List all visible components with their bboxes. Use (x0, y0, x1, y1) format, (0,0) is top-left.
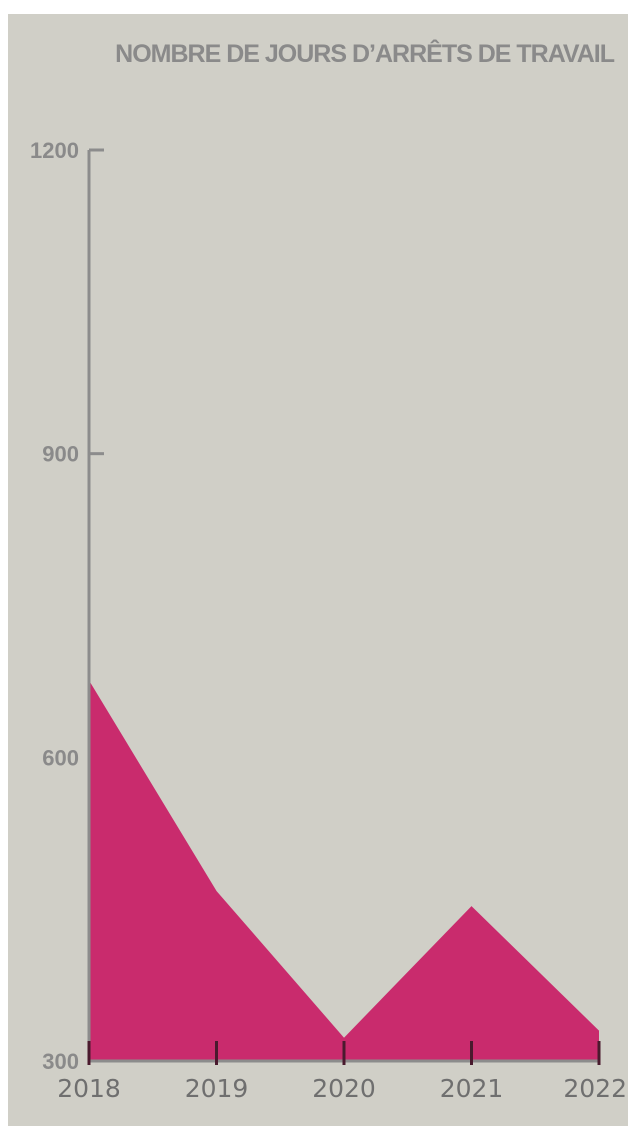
y-tick-label: 900 (42, 442, 79, 467)
series-area (89, 680, 599, 1061)
y-tick-label: 1200 (30, 138, 79, 163)
y-tick-label: 600 (42, 745, 79, 770)
area-layer (88, 680, 600, 1061)
x-tick-label: 2022 (563, 1074, 627, 1103)
x-axis-ticks: 2018 2019 2020 2021 2022 (57, 1041, 627, 1103)
x-tick-label: 2019 (185, 1074, 249, 1103)
x-tick-label: 2020 (312, 1074, 376, 1103)
y-axis-ticks: 300 600 900 1200 (30, 138, 104, 1074)
y-tick-label: 300 (42, 1049, 79, 1074)
x-tick-label: 2018 (57, 1074, 121, 1103)
chart-title: NOMBRE DE JOURS D’ARRÊTS DE TRAVAIL (115, 40, 615, 68)
x-tick-label: 2021 (440, 1074, 504, 1103)
